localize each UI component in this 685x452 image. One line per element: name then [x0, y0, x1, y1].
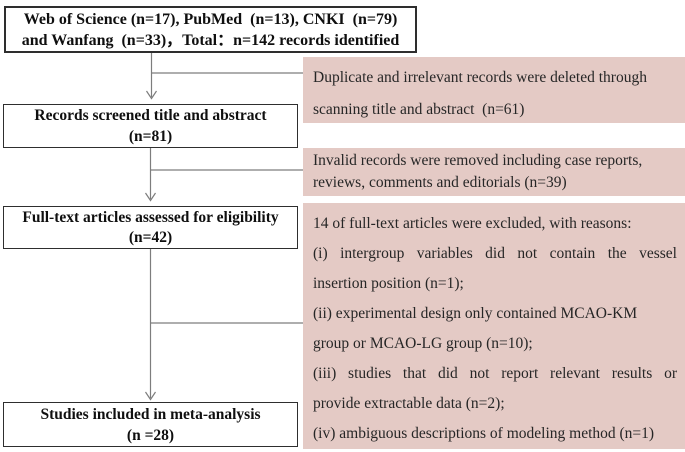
excluded-duplicates-line1: Duplicate and irrelevant records were de… — [313, 69, 647, 86]
exclusion-reason-line: insertion position (n=1); — [313, 275, 464, 292]
exclusion-reason-line: 14 of full-text articles were excluded, … — [313, 215, 632, 232]
arrow-down-icon — [145, 391, 156, 401]
exclusion-reason-line: (ii) experimental design only contained … — [313, 305, 638, 322]
records-identified-box: Web of Science (n=17), PubMed (n=13), CN… — [4, 6, 417, 53]
fulltext-assessed-box: Full-text articles assessed for eligibil… — [3, 206, 298, 249]
excluded-duplicates-line2: scanning title and abstract (n=61) — [313, 101, 525, 118]
studies-included-line1: Studies included in meta-analysis — [40, 406, 261, 423]
records-screened-count: (n=81) — [128, 127, 173, 145]
exclusion-reason-line: (iv) ambiguous descriptions of modeling … — [313, 425, 655, 442]
excluded-invalid-line1: Invalid records were removed including c… — [313, 152, 643, 169]
fulltext-assessed-line1: Full-text articles assessed for eligibil… — [22, 209, 279, 226]
exclusion-reason-line: (iii) studies that did not report releva… — [313, 365, 677, 382]
exclusion-reason-line: provide extractable data (n=2); — [313, 395, 505, 412]
exclusion-reason-line: (i) intergroup variables did not contain… — [313, 245, 677, 262]
records-screened-line1: Records screened title and abstract — [34, 107, 267, 124]
excluded-duplicates-box: Duplicate and irrelevant records were de… — [303, 57, 685, 123]
exclusion-reason-line: group or MCAO-LG group (n=10); — [313, 335, 533, 352]
arrow-down-icon — [146, 90, 157, 100]
records-identified-line2: and Wanfang (n=33)，Total：n=142 records i… — [21, 32, 400, 49]
excluded-invalid-box: Invalid records were removed including c… — [303, 148, 685, 196]
records-screened-box: Records screened title and abstract (n=8… — [3, 104, 298, 148]
studies-included-count: (n =28) — [126, 426, 175, 444]
records-identified-line1: Web of Science (n=17), PubMed (n=13), CN… — [23, 11, 398, 28]
studies-included-box: Studies included in meta-analysis (n =28… — [3, 402, 298, 447]
fulltext-assessed-count: (n=42) — [128, 229, 173, 246]
excluded-invalid-line2: reviews, comments and editorials (n=39) — [313, 174, 567, 191]
arrow-down-icon — [145, 192, 156, 202]
excluded-fulltext-reasons-box: 14 of full-text articles were excluded, … — [303, 203, 685, 449]
